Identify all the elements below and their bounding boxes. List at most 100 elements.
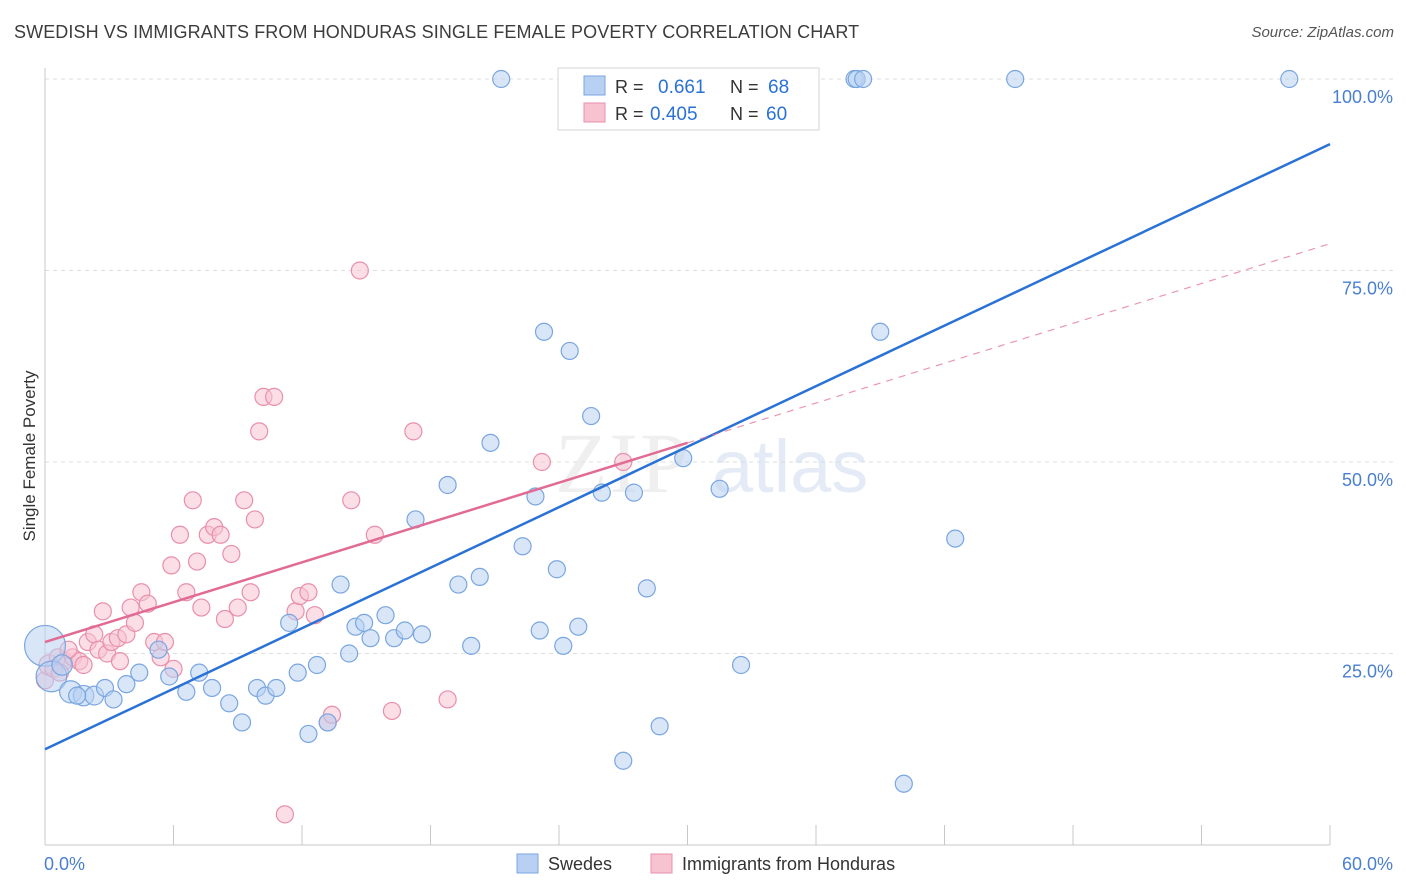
legend-item-swedes[interactable]: Swedes xyxy=(516,853,612,874)
trend-lines xyxy=(44,142,1331,751)
swedes-point-34 xyxy=(438,475,457,495)
x-tick-label-right: 60.0% xyxy=(1342,854,1393,874)
honduras-point-34 xyxy=(222,544,241,564)
swedes-point-51 xyxy=(624,483,644,502)
swedes-point-39 xyxy=(492,69,511,89)
swedes-n-label: N = xyxy=(730,77,759,97)
swedes-point-15 xyxy=(232,713,252,732)
honduras-point-35 xyxy=(228,598,247,617)
honduras-point-38 xyxy=(245,510,264,529)
swedes-point-37 xyxy=(470,567,489,587)
stats-row-swedes: R = 0.661 N = 68 xyxy=(583,75,789,98)
y-tick-label-100: 100.0% xyxy=(1332,87,1393,107)
honduras-point-33 xyxy=(215,609,234,629)
honduras-point-25 xyxy=(170,525,190,544)
swedes-point-7 xyxy=(117,675,136,694)
swedes-point-13 xyxy=(202,678,222,698)
swedes-r-value: 0.661 xyxy=(658,77,706,98)
swedes-point-14 xyxy=(220,694,239,713)
stats-row-honduras: R = 0.405 N = 60 xyxy=(583,102,787,125)
honduras-point-52 xyxy=(382,701,402,721)
honduras-point-42 xyxy=(275,805,294,824)
chart-title: SWEDISH VS IMMIGRANTS FROM HONDURAS SING… xyxy=(14,22,860,42)
swedes-r-label: R = xyxy=(615,77,644,97)
swedes-trend-line xyxy=(44,142,1331,751)
swedes-point-63 xyxy=(946,529,965,548)
swedes-point-56 xyxy=(710,479,729,498)
legend-honduras-swatch xyxy=(650,853,673,874)
legend-item-honduras[interactable]: Immigrants from Honduras xyxy=(650,853,895,874)
honduras-point-41 xyxy=(265,387,284,406)
swedes-point-8 xyxy=(130,663,149,682)
honduras-swatch xyxy=(583,102,606,123)
swedes-point-22 xyxy=(307,655,327,675)
source-label: Source: ZipAtlas.com xyxy=(1251,24,1394,41)
swedes-point-66 xyxy=(51,654,73,676)
swedes-point-67 xyxy=(68,686,87,705)
swedes-point-21 xyxy=(299,724,318,744)
series-legend: Swedes Immigrants from Honduras xyxy=(516,853,895,874)
swedes-point-45 xyxy=(554,636,573,655)
swedes-point-20 xyxy=(288,663,307,682)
swedes-point-48 xyxy=(582,406,601,426)
honduras-point-14 xyxy=(110,652,130,671)
honduras-point-36 xyxy=(235,491,254,510)
swedes-point-52 xyxy=(637,579,656,598)
swedes-point-43 xyxy=(534,322,554,341)
grid-lines xyxy=(45,78,1393,654)
honduras-point-54 xyxy=(438,690,457,709)
swedes-point-25 xyxy=(340,644,359,663)
honduras-point-23 xyxy=(162,556,181,575)
swedes-point-62 xyxy=(894,774,913,793)
honduras-point-29 xyxy=(192,598,211,617)
swedes-point-31 xyxy=(395,621,414,640)
honduras-point-27 xyxy=(183,491,202,510)
honduras-n-value: 60 xyxy=(766,104,787,125)
honduras-point-45 xyxy=(299,583,318,602)
swedes-point-64 xyxy=(1006,69,1025,89)
swedes-point-44 xyxy=(547,560,566,579)
swedes-point-53 xyxy=(650,717,669,736)
honduras-point-50 xyxy=(350,261,369,280)
swedes-point-10 xyxy=(160,667,179,686)
swedes-point-18 xyxy=(267,678,286,698)
honduras-point-55 xyxy=(532,452,551,472)
y-tick-label-25: 25.0% xyxy=(1342,662,1393,682)
honduras-points xyxy=(35,261,633,824)
swedes-point-42 xyxy=(530,621,549,640)
honduras-point-53 xyxy=(404,422,423,441)
y-tick-labels: 25.0% 50.0% 75.0% 100.0% xyxy=(1332,87,1393,682)
swedes-point-9 xyxy=(149,640,168,659)
swedes-point-50 xyxy=(614,751,633,770)
swedes-point-19 xyxy=(280,613,299,632)
swedes-point-60 xyxy=(854,69,873,89)
swedes-point-33 xyxy=(412,625,432,644)
y-tick-label-75: 75.0% xyxy=(1342,279,1393,299)
honduras-point-39 xyxy=(250,422,269,441)
honduras-trend-extension xyxy=(687,243,1331,444)
honduras-n-label: N = xyxy=(730,104,759,124)
swedes-point-35 xyxy=(449,575,468,594)
honduras-r-value: 0.405 xyxy=(650,104,698,125)
swedes-point-57 xyxy=(731,655,751,675)
swedes-point-28 xyxy=(361,629,380,648)
stats-legend: R = 0.661 N = 68 R = 0.405 N = 60 xyxy=(557,67,820,131)
swedes-point-47 xyxy=(569,617,588,636)
y-axis-label: Single Female Poverty xyxy=(20,370,39,542)
swedes-swatch xyxy=(583,75,606,96)
honduras-point-37 xyxy=(241,583,260,602)
swedes-point-38 xyxy=(481,433,500,452)
honduras-point-49 xyxy=(342,491,361,510)
swedes-n-value: 68 xyxy=(768,77,789,98)
legend-honduras-label: Immigrants from Honduras xyxy=(682,854,895,874)
honduras-r-label: R = xyxy=(615,104,644,124)
swedes-point-6 xyxy=(104,690,123,709)
honduras-point-6 xyxy=(74,655,93,675)
honduras-point-28 xyxy=(187,552,207,571)
legend-swedes-swatch xyxy=(516,853,539,874)
swedes-point-40 xyxy=(513,537,532,556)
legend-swedes-label: Swedes xyxy=(548,854,612,874)
swedes-point-29 xyxy=(376,606,395,625)
swedes-point-36 xyxy=(462,636,481,655)
honduras-trend-line xyxy=(44,441,688,644)
